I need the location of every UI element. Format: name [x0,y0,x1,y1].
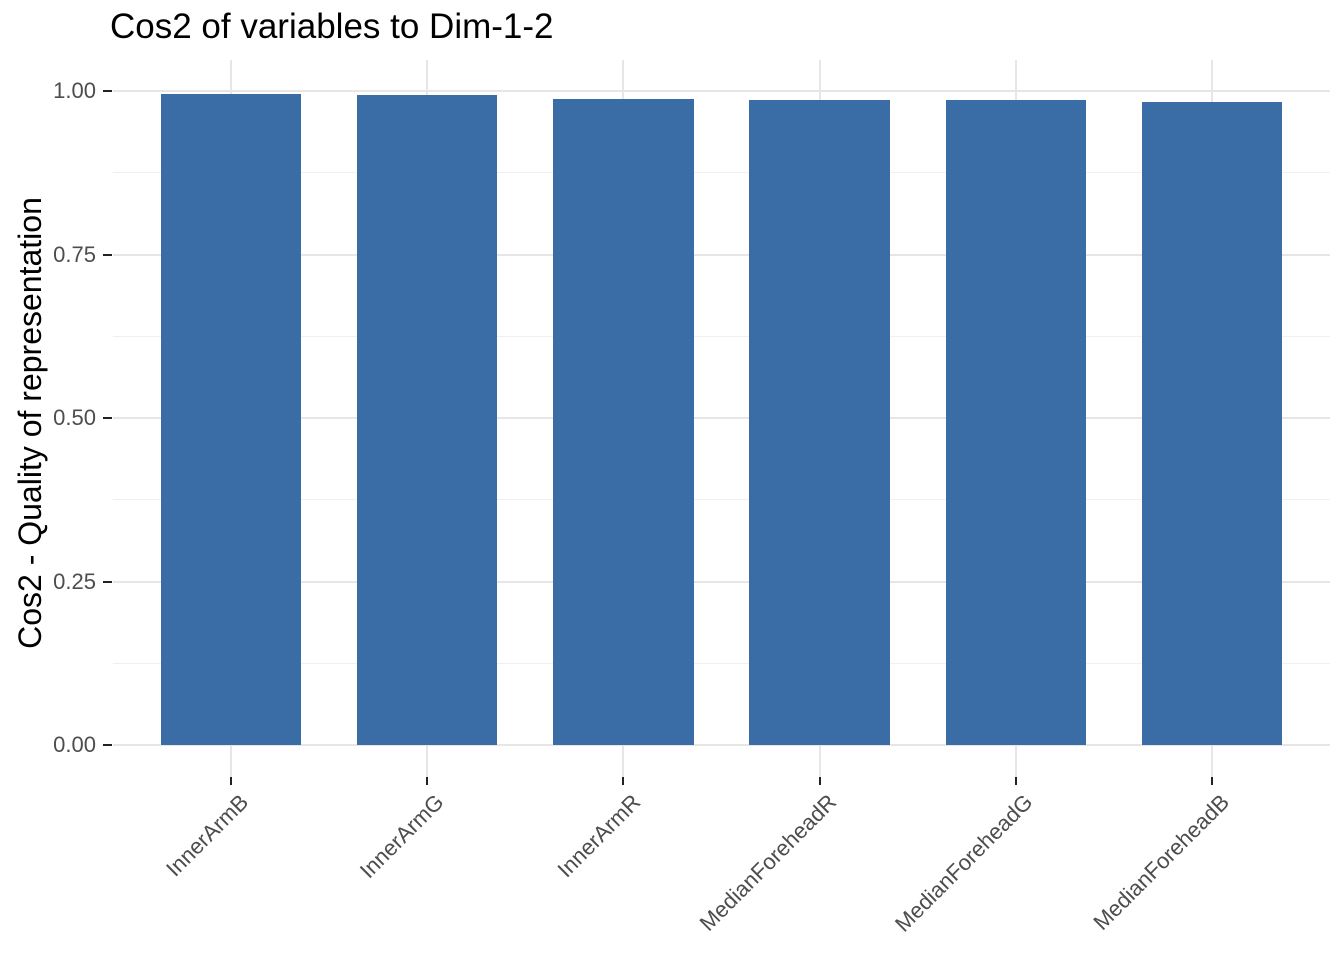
plot-panel [113,60,1330,777]
y-axis-tick-label: 0.75 [53,241,96,267]
x-axis-tick-mark [622,777,625,785]
y-axis-tick-label: 0.25 [53,568,96,594]
bar-MedianForeheadR [749,99,890,745]
bar-InnerArmB [160,93,301,745]
x-axis-tick-label: InnerArmB [160,789,253,882]
y-axis-tick-mark [103,90,112,92]
gridline-horizontal-major [113,580,1330,583]
chart-title: Cos2 of variables to Dim-1-2 [110,7,554,46]
gridline-horizontal-minor [113,172,1330,174]
gridline-horizontal-major [113,90,1330,92]
y-axis-tick-mark [103,744,112,746]
bar-MedianForeheadB [1142,102,1283,745]
x-axis-tick-mark [1014,777,1017,785]
x-axis-tick-label: InnerArmR [552,789,646,883]
x-axis-tick-mark [818,777,821,785]
gridline-horizontal-minor [113,499,1330,501]
gridline-horizontal-major [113,253,1330,256]
y-axis-tick-mark [103,417,112,419]
y-axis-tick-label: 0.00 [53,732,96,757]
x-axis-tick-label: MedianForeheadB [1088,789,1235,935]
gridline-horizontal-minor [113,662,1330,664]
x-axis-tick-mark [1211,777,1214,785]
y-axis-tick-label: 0.50 [53,405,96,430]
gridline-horizontal-major [113,744,1330,746]
bar-InnerArmG [356,94,498,745]
x-axis-tick-mark [229,777,232,785]
bar-InnerArmR [553,98,694,745]
gridline-horizontal-major [113,417,1330,419]
y-axis-tick-label: 1.00 [53,78,96,103]
x-axis-tick-mark [426,777,429,785]
x-axis-tick-label: InnerArmG [355,789,450,884]
x-axis-tick-label: MedianForeheadG [890,789,1038,937]
gridline-horizontal-minor [113,335,1330,337]
y-axis-tick-mark [103,580,112,583]
x-axis-tick-label: MedianForeheadR [695,789,842,936]
bar-MedianForeheadG [945,100,1087,745]
y-axis-tick-mark [103,253,112,256]
